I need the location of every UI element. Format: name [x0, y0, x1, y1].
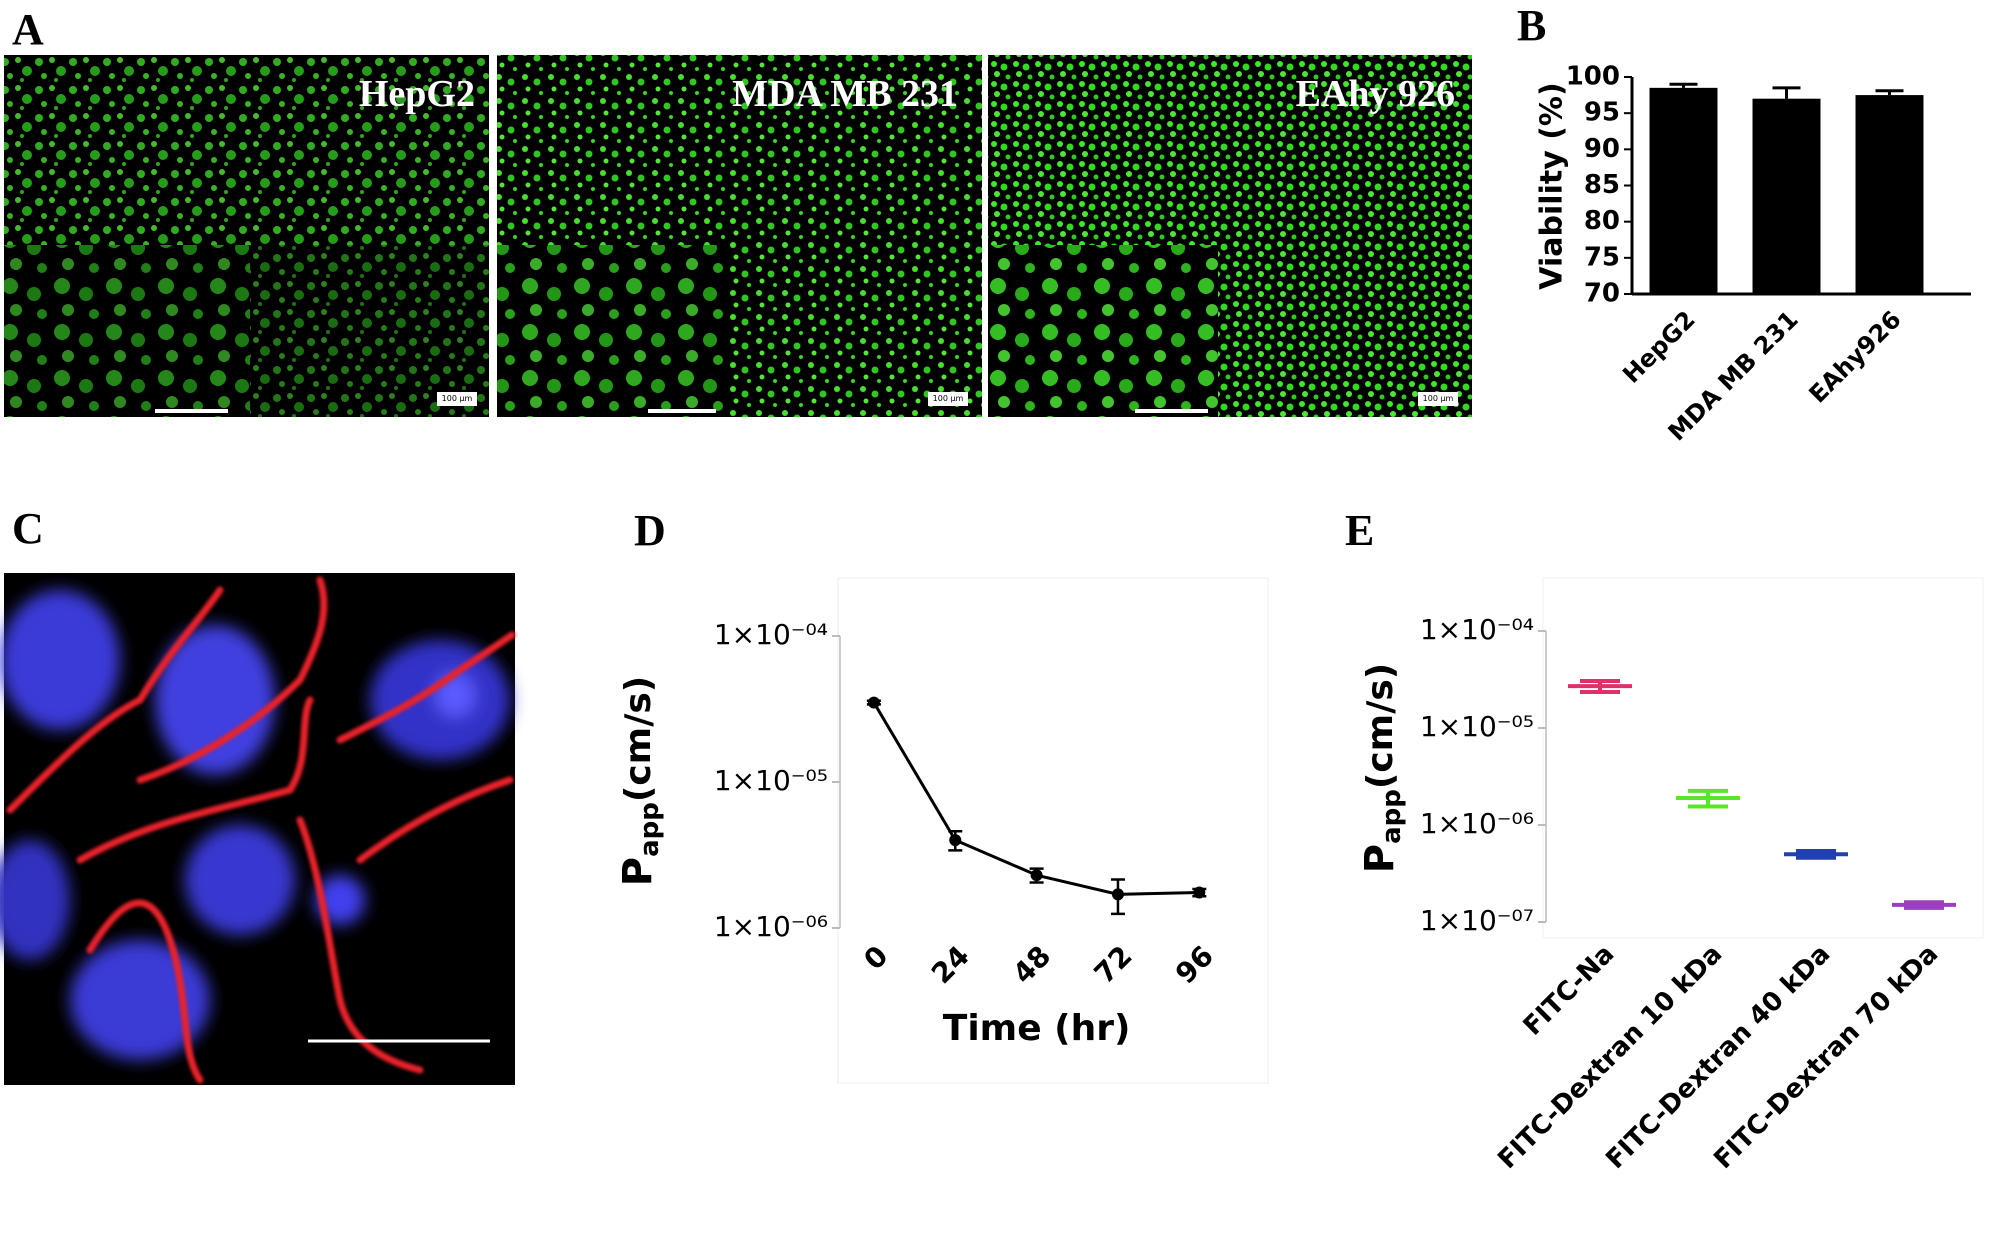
x-tick-label: 24: [925, 939, 976, 990]
inset: [4, 245, 250, 417]
bar: [1649, 87, 1718, 294]
panel-label: A: [12, 5, 44, 54]
decoration: [6, 586, 224, 814]
plot-frame: [837, 577, 1269, 1084]
membranes: [6, 576, 516, 1084]
micrograph: MDA MB 231 100 µm: [497, 55, 982, 417]
decoration: [76, 696, 314, 864]
image-label: HepG2: [359, 73, 475, 115]
scale-box: [437, 392, 477, 406]
y-tick-label: 1×10⁻⁰⁵: [1420, 710, 1534, 743]
y-tick-label: 90: [1584, 134, 1620, 164]
x-tick-label: 96: [1169, 939, 1220, 990]
decoration: [356, 776, 514, 864]
panel-label: C: [12, 504, 44, 553]
error-bar: [1669, 82, 1698, 88]
y-label-unit: (cm/s): [618, 676, 659, 802]
y-axis-label: Viability (%): [1535, 82, 1570, 289]
decoration: [155, 625, 275, 775]
y-label-subscript: app: [635, 802, 665, 857]
y-tick-label: 70: [1584, 279, 1620, 309]
y-tick-label: 1×10⁻⁰⁶: [1420, 807, 1534, 840]
scale-label: 100 µm: [1423, 394, 1454, 403]
y-tick-label: 80: [1584, 206, 1620, 236]
scale-box: [928, 392, 968, 406]
x-axis-label: Time (hr): [943, 1008, 1131, 1049]
y-tick-label: 1×10⁻⁰⁵: [714, 764, 828, 797]
error-bar: [1875, 89, 1904, 96]
decoration: [0, 840, 70, 960]
image-label: MDA MB 231: [732, 73, 958, 115]
nuclei: [0, 590, 510, 1060]
x-tick-label: FITC-Na: [1518, 939, 1620, 1041]
decoration: [185, 825, 295, 935]
scale-box: [1418, 392, 1458, 406]
micrograph: HepG2 100 µm: [4, 55, 489, 417]
x-tick-label: EAhy926: [1804, 305, 1907, 408]
y-label-unit: (cm/s): [1360, 663, 1401, 789]
error-bar: [1772, 86, 1801, 99]
x-tick-label: 48: [1006, 939, 1057, 990]
panel-label: B: [1517, 1, 1546, 50]
cells: [4, 55, 489, 245]
y-axis-label: Papp(cm/s): [615, 676, 665, 886]
data-point: [1111, 888, 1124, 901]
micrograph: EAhy 926 100 µm: [988, 55, 1472, 417]
y-tick-label: 1×10⁻⁰⁷: [1420, 904, 1534, 937]
y-tick-label: 75: [1584, 242, 1620, 272]
panel-label: E: [1345, 506, 1374, 555]
y-tick-label: 1×10⁻⁰⁶: [714, 910, 828, 943]
plot-frame: [1542, 577, 1984, 939]
x-tick-label: FITC-Dextran 10 kDa: [1492, 939, 1728, 1175]
data-point: [1030, 869, 1043, 882]
x-tick-label: 0: [857, 939, 894, 976]
data-point: [1193, 886, 1206, 899]
bar: [1752, 98, 1821, 294]
decoration: [296, 816, 424, 1074]
y-label-subscript: app: [1377, 789, 1407, 844]
decoration: [336, 631, 516, 744]
bar: [1855, 95, 1924, 294]
y-tick-label: 95: [1584, 98, 1620, 128]
panel-label: D: [634, 506, 666, 555]
x-tick-label: FITC-Dextran 40 kDa: [1600, 939, 1836, 1175]
y-tick-label: 1×10⁻⁰⁴: [1420, 613, 1534, 646]
y-tick-label: 85: [1584, 170, 1620, 200]
y-tick-label: 100: [1566, 62, 1620, 92]
inset: [497, 245, 727, 417]
decoration: [0, 590, 120, 730]
data-point: [867, 696, 880, 709]
x-tick-label: HepG2: [1617, 305, 1700, 388]
decoration: [86, 899, 204, 1084]
scale-label: 100 µm: [933, 394, 964, 403]
data-point: [949, 834, 962, 847]
cells: [250, 245, 489, 417]
confocal-image: [0, 573, 516, 1085]
y-tick-label: 1×10⁻⁰⁴: [714, 618, 828, 651]
y-axis-label: Papp(cm/s): [1357, 663, 1407, 873]
decoration: [136, 576, 328, 784]
scale-label: 100 µm: [442, 394, 473, 403]
x-tick-label: 72: [1088, 939, 1139, 990]
y-label-symbol: P: [1357, 844, 1403, 873]
x-tick-label: FITC-Dextran 70 kDa: [1708, 939, 1944, 1175]
y-label-symbol: P: [615, 857, 661, 886]
inset: [988, 245, 1218, 417]
data-line: [872, 701, 1200, 896]
image-label: EAhy 926: [1296, 73, 1455, 115]
